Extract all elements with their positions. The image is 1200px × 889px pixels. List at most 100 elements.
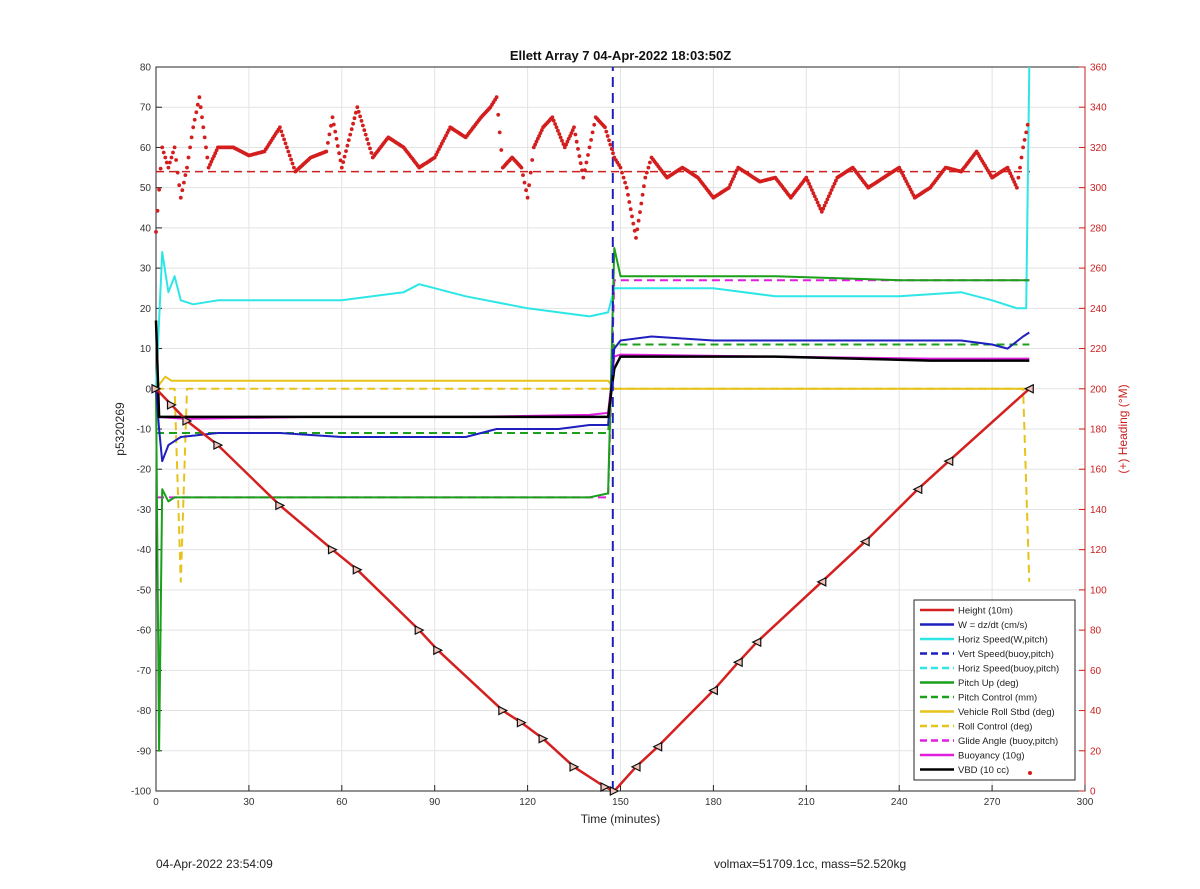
height-marker	[433, 645, 444, 656]
height-marker	[600, 782, 611, 792]
heading-point	[818, 206, 823, 211]
y-tick-label: 50	[140, 183, 152, 194]
heading-point	[334, 136, 339, 141]
heading-point	[538, 131, 543, 136]
heading-point	[525, 195, 530, 200]
heading-point	[832, 181, 837, 186]
y2-tick-label: 260	[1090, 264, 1107, 275]
heading-point	[572, 125, 576, 130]
heading-point	[533, 142, 537, 147]
heading-point	[648, 160, 652, 165]
heading-point	[573, 132, 578, 137]
heading-point	[178, 195, 183, 200]
heading-point	[522, 180, 527, 185]
y2-tick-label: 80	[1090, 626, 1102, 637]
heading-point	[1019, 155, 1024, 160]
heading-point	[584, 160, 589, 165]
heading-point	[570, 128, 575, 133]
heading-point	[183, 173, 188, 178]
y-tick-label: 60	[140, 143, 152, 154]
heading-point	[521, 173, 525, 178]
heading-point	[551, 118, 556, 123]
height-marker	[516, 717, 527, 728]
heading-point	[324, 149, 329, 154]
heading-point	[578, 161, 583, 166]
heading-point	[817, 203, 821, 208]
heading-point	[576, 147, 580, 151]
legend-label: Vert Speed(buoy,pitch)	[958, 649, 1054, 660]
heading-point	[163, 155, 168, 160]
heading-point	[188, 145, 193, 150]
series-line-horiz-speed-w-pitch	[155, 66, 1031, 389]
x-tick-label: 270	[984, 797, 1001, 808]
x-tick-label: 30	[243, 797, 255, 808]
heading-point	[560, 138, 564, 143]
heading-point	[635, 227, 640, 232]
y2-tick-label: 360	[1090, 63, 1107, 74]
heading-point	[200, 115, 204, 120]
x-axis-label: Time (minutes)	[581, 812, 661, 826]
heading-point	[624, 185, 629, 190]
y2-tick-label: 160	[1090, 465, 1107, 476]
legend-heading-dot	[1028, 771, 1032, 775]
heading-point	[1015, 185, 1019, 190]
height-marker	[182, 415, 193, 426]
heading-point	[642, 184, 646, 189]
heading-point	[186, 155, 191, 160]
heading-point	[365, 137, 369, 142]
heading-point	[574, 139, 579, 144]
heading-point	[1025, 122, 1030, 127]
height-marker	[732, 657, 743, 668]
heading-point	[554, 125, 559, 130]
heading-point	[434, 152, 438, 157]
height-marker	[275, 500, 286, 511]
heading-point	[900, 171, 904, 175]
x-tick-label: 300	[1077, 797, 1094, 808]
heading-point	[643, 175, 648, 180]
heading-point	[734, 168, 739, 173]
heading-point	[587, 145, 592, 150]
heading-point	[583, 168, 587, 173]
heading-point	[286, 149, 291, 154]
y-axis-label: p5320269	[113, 402, 127, 456]
heading-point	[819, 209, 824, 214]
heading-point	[814, 197, 819, 202]
heading-point	[499, 148, 504, 152]
legend-label: Horiz Speed(buoy,pitch)	[958, 664, 1059, 675]
heading-point	[566, 136, 571, 141]
heading-point	[171, 150, 175, 155]
heading-point	[366, 141, 371, 146]
heading-point	[528, 170, 533, 175]
legend-label: VBD (10 cc)	[958, 765, 1009, 776]
heading-point	[815, 200, 820, 205]
footer-info: volmax=51709.1cc, mass=52.520kg	[714, 857, 907, 871]
y2-tick-label: 60	[1090, 666, 1102, 677]
heading-point	[201, 125, 206, 130]
heading-point	[335, 144, 340, 148]
heading-point	[212, 154, 216, 159]
heading-point	[209, 159, 214, 164]
height-marker	[352, 564, 363, 575]
y2-tick-label: 180	[1090, 425, 1107, 436]
heading-point	[810, 188, 814, 192]
heading-point	[177, 183, 182, 188]
legend-label: Roll Control (deg)	[958, 722, 1032, 733]
heading-point	[905, 182, 910, 186]
heading-point	[154, 230, 158, 234]
heading-point	[292, 165, 296, 170]
heading-point	[213, 151, 218, 156]
heading-point	[368, 146, 372, 151]
heading-point	[182, 180, 186, 185]
heading-point	[1007, 168, 1011, 173]
heading-point	[623, 180, 627, 185]
y-tick-label: 30	[140, 264, 152, 275]
heading-point	[539, 128, 544, 133]
height-marker	[151, 383, 162, 394]
y2-tick-label: 0	[1090, 787, 1096, 798]
heading-point	[155, 208, 160, 213]
heading-point	[530, 158, 535, 162]
heading-point	[805, 178, 810, 183]
heading-point	[728, 182, 733, 187]
heading-point	[611, 151, 615, 156]
series-line-vbd-10-cc	[154, 320, 1030, 419]
